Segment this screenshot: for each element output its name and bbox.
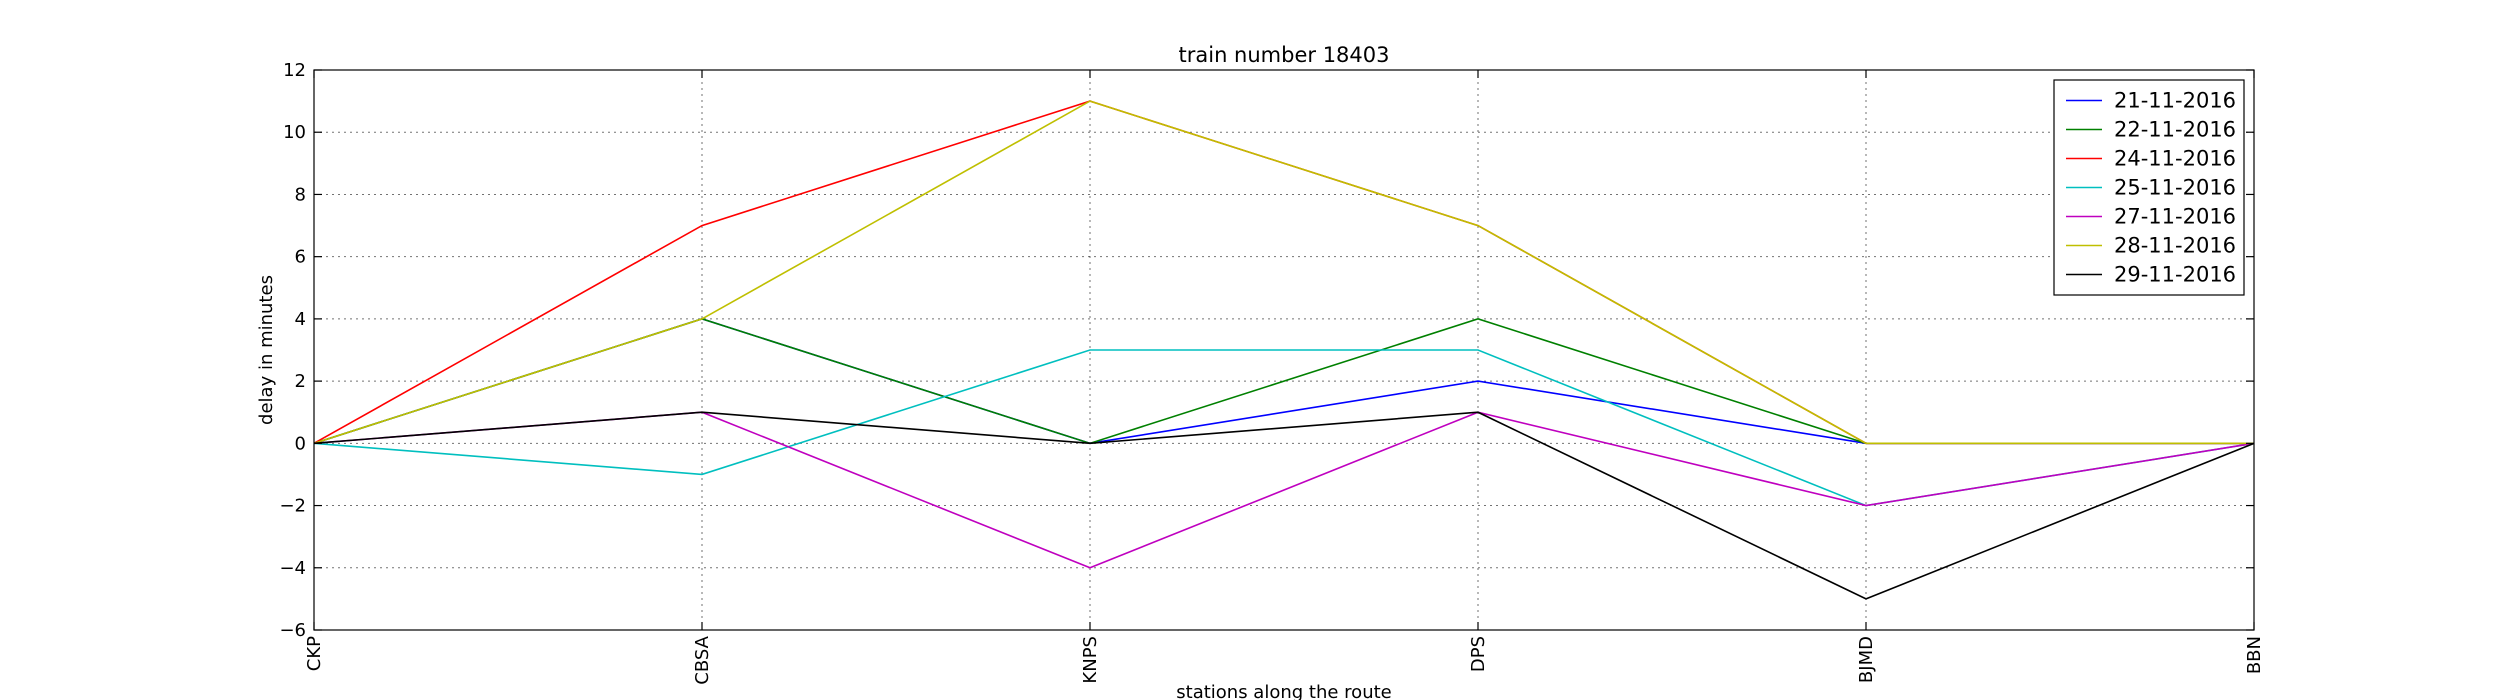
x-axis-title: stations along the route [1176, 682, 1391, 700]
legend-label: 27-11-2016 [2114, 205, 2236, 229]
x-tick-label: KNPS [1080, 636, 1101, 684]
legend: 21-11-2016 22-11-2016 24-11-2016 25-11-2016… [2053, 79, 2245, 296]
series-line [313, 318, 2254, 445]
y-tick-label: −4 [279, 558, 306, 579]
y-tick-label: 2 [295, 371, 306, 392]
legend-label: 22-11-2016 [2114, 118, 2236, 142]
legend-label: 24-11-2016 [2114, 147, 2236, 171]
legend-label: 25-11-2016 [2114, 176, 2236, 200]
y-tick-label: −2 [279, 496, 306, 517]
x-tick-label: BJMD [1856, 636, 1877, 683]
x-tick-label: CKP [304, 636, 325, 671]
series-line [313, 411, 2255, 569]
y-tick-label: 8 [295, 184, 306, 205]
series-line [313, 411, 2255, 600]
y-tick-label: −6 [279, 620, 306, 641]
series-line [313, 100, 2254, 445]
y-axis-title: delay in minutes [256, 275, 277, 425]
y-tick-label: 10 [283, 122, 306, 143]
y-tick-label: 4 [295, 309, 306, 330]
x-ticks: CKP CBSA KNPS DPS BJMD BBN [304, 70, 2265, 685]
x-tick-label: CBSA [692, 635, 713, 684]
series-lines [313, 100, 2255, 600]
legend-label: 29-11-2016 [2114, 263, 2236, 287]
y-tick-label: 12 [283, 60, 306, 81]
x-tick-label: BBN [2244, 636, 2265, 674]
plot-frame [313, 69, 2255, 631]
y-tick-label: 0 [295, 433, 306, 454]
series-line [313, 100, 2254, 445]
x-tick-label: DPS [1468, 636, 1489, 672]
legend-label: 28-11-2016 [2114, 234, 2236, 258]
y-ticks: −6 −4 −2 0 2 4 6 8 10 12 [279, 60, 2254, 641]
chart-title: train number 18403 [1179, 43, 1390, 67]
legend-label: 21-11-2016 [2114, 89, 2236, 113]
y-tick-label: 6 [295, 247, 306, 268]
